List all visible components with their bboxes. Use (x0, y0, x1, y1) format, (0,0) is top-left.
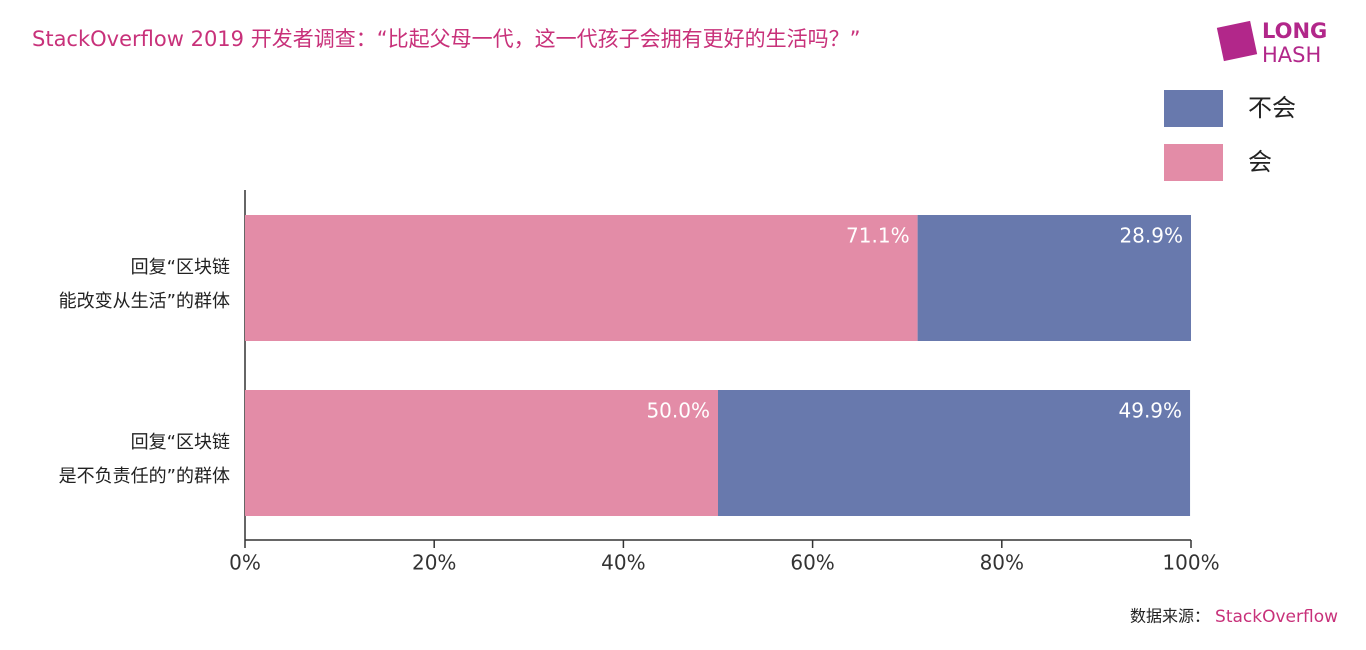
logo-icon (1216, 20, 1258, 62)
x-tick-label: 60% (790, 551, 834, 575)
value-label: 50.0% (646, 399, 710, 423)
y-tick-label: 是不负责任的”的群体 (59, 466, 230, 487)
legend-label: 会 (1248, 148, 1272, 176)
bar-segment (917, 215, 1191, 341)
y-tick-label: 能改变从生活”的群体 (59, 291, 230, 312)
source-label: 数据来源： (1130, 607, 1210, 626)
x-tick-label: 0% (229, 551, 261, 575)
legend-swatch (1164, 144, 1223, 181)
y-tick-label: 回复“区块链 (131, 257, 230, 278)
bar-segment (718, 390, 1191, 516)
bar-segment (245, 390, 718, 516)
x-tick-label: 80% (980, 551, 1024, 575)
logo: LONG HASH (1216, 19, 1327, 67)
value-label: 71.1% (846, 224, 910, 248)
legend-swatch (1164, 90, 1223, 127)
logo-text: HASH (1262, 43, 1321, 67)
x-tick-label: 100% (1162, 551, 1219, 575)
y-tick-label: 回复“区块链 (131, 432, 230, 453)
logo-text: LONG (1262, 19, 1327, 43)
source: StackOverflow (1215, 607, 1338, 627)
value-label: 28.9% (1119, 224, 1183, 248)
x-tick-label: 40% (601, 551, 645, 575)
bar-segment (245, 215, 918, 341)
value-label: 49.9% (1119, 399, 1183, 423)
legend-label: 不会 (1248, 94, 1296, 122)
chart-title: StackOverflow 2019 开发者调查：“比起父母一代，这一代孩子会拥… (32, 27, 860, 51)
x-tick-label: 20% (412, 551, 456, 575)
